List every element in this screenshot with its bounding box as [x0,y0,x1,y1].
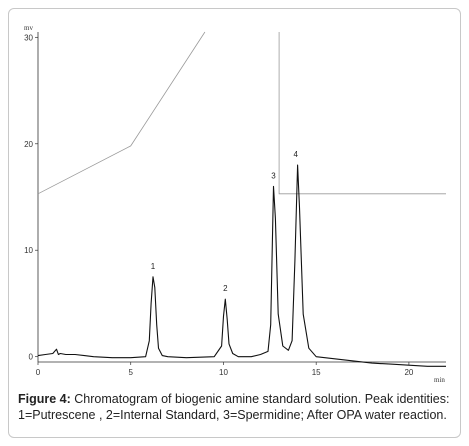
y-tick-label: 0 [29,353,34,362]
figure-caption: Figure 4: Chromatogram of biogenic amine… [18,391,458,423]
x-tick-label: 20 [404,368,413,377]
chromatogram-chart: 0 10 20 30 0 5 10 15 20 1 2 3 4 mv min [24,24,446,384]
peak-label-3: 3 [271,171,276,180]
caption-text: Chromatogram of biogenic amine standard … [18,392,450,422]
peak-labels: 1 2 3 4 [151,150,299,293]
x-tick-label: 15 [312,368,321,377]
gradient-step [278,32,446,195]
chromatogram-series [37,164,446,367]
peak-label-2: 2 [223,284,228,293]
peak-label-1: 1 [151,262,156,271]
chromatogram-trace [37,164,446,367]
gradient-program-line [37,31,446,195]
x-tick-label: 10 [219,368,228,377]
figure-frame [8,8,461,438]
x-unit-label: min [434,376,445,384]
y-tick-label: 10 [24,246,33,255]
gradient-ramp [37,31,206,195]
y-tick-label: 20 [24,140,33,149]
caption-label: Figure 4: [18,392,71,406]
chart-axes: 0 10 20 30 0 5 10 15 20 [24,32,446,377]
y-tick-label: 30 [24,33,33,42]
x-tick-label: 0 [36,368,41,377]
y-unit-label: mv [24,24,33,32]
x-tick-label: 5 [129,368,134,377]
peak-label-4: 4 [294,150,299,159]
